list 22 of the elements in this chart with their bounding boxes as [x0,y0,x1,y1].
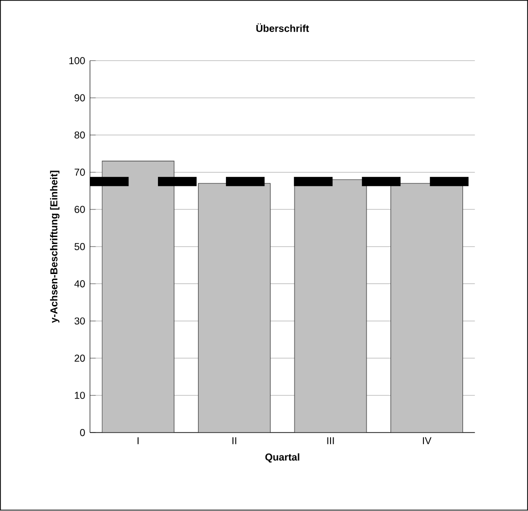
y-tick-label: 40 [74,280,85,288]
y-tick-label: 90 [74,94,85,102]
x-tick-label: I [138,437,139,444]
y-tick-label: 100 [69,57,85,64]
y-tick-label: 10 [74,392,85,400]
x-tick-label: II [232,437,236,444]
y-tick-label: 80 [74,132,85,139]
y-tick-label: 20 [74,354,85,362]
bar [390,183,464,433]
y-tick-label: 50 [74,243,85,250]
bar [102,161,174,433]
y-tick-label: 0 [80,429,85,436]
y-axis-title: y-Achsen-Beschriftung [Einheit] [50,171,60,324]
x-axis-title: Quartal [265,454,300,463]
bar [294,180,367,433]
y-tick-label: 70 [74,168,85,176]
y-tick-label: 30 [74,318,85,325]
x-tick-label: IV [422,437,432,444]
y-tick-label: 60 [74,206,85,214]
bar [198,183,271,433]
x-tick-label: III [327,437,334,444]
chart-title: Überschrift [256,24,309,32]
